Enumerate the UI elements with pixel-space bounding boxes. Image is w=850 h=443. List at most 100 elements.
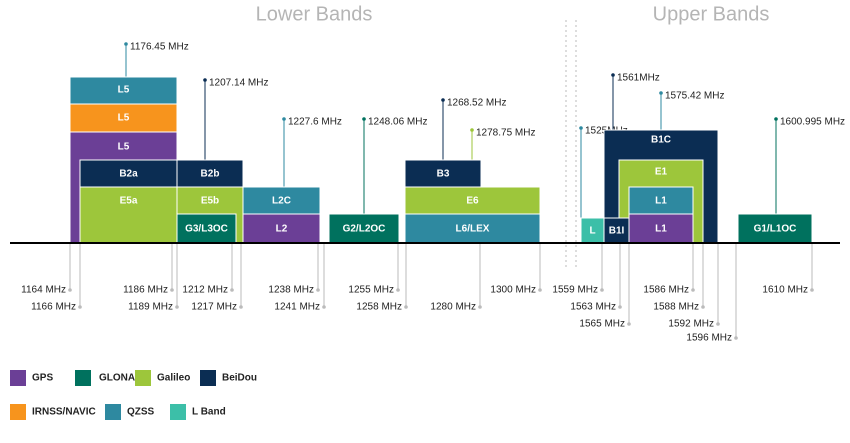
- band-label: L2: [276, 224, 288, 235]
- edge-dot: [239, 305, 243, 309]
- legend-label: GLONASS: [99, 373, 149, 384]
- band-block: [628, 213, 694, 244]
- edge-frequency: 1610 MHz: [762, 285, 808, 296]
- frequency-dot: [470, 128, 474, 132]
- legend-label: QZSS: [127, 407, 155, 418]
- center-frequency: 1176.45 MHz: [130, 42, 189, 53]
- band-block: [404, 159, 482, 188]
- band-label: G2/L2OC: [343, 224, 386, 235]
- band-label: L: [589, 226, 595, 237]
- edge-dot: [316, 288, 320, 292]
- edge-frequency: 1280 MHz: [430, 302, 476, 313]
- edge-frequency: 1559 MHz: [552, 285, 598, 296]
- edge-dot: [716, 322, 720, 326]
- band-label: L5: [118, 113, 130, 124]
- frequency-dot: [611, 73, 615, 77]
- edge-frequency: 1212 MHz: [182, 285, 228, 296]
- frequency-dot: [774, 117, 778, 121]
- band-block: [628, 186, 694, 215]
- frequency-dot: [441, 98, 445, 102]
- edge-dot: [734, 336, 738, 340]
- edge-dot: [68, 288, 72, 292]
- band-block: [242, 213, 321, 244]
- band-label: E1: [655, 167, 668, 178]
- edge-frequency: 1300 MHz: [490, 285, 536, 296]
- legend-label: GPS: [32, 373, 53, 384]
- legend-swatch: [135, 370, 151, 386]
- legend-label: BeiDou: [222, 373, 257, 384]
- edge-dot: [810, 288, 814, 292]
- edge-frequency: 1596 MHz: [686, 333, 732, 344]
- edge-dot: [230, 288, 234, 292]
- frequency-dot: [579, 126, 583, 130]
- edge-frequency: 1166 MHz: [31, 302, 76, 313]
- frequency-dot: [203, 78, 207, 82]
- edge-frequency: 1217 MHz: [191, 302, 237, 313]
- band-label: B3: [437, 169, 450, 180]
- center-frequency: 1561MHz: [617, 73, 660, 84]
- frequency-dot: [362, 117, 366, 121]
- legend-swatch: [10, 370, 26, 386]
- center-frequency: 1268.52 MHz: [447, 98, 506, 109]
- edge-frequency: 1592 MHz: [668, 319, 714, 330]
- edge-frequency: 1255 MHz: [348, 285, 394, 296]
- edge-dot: [322, 305, 326, 309]
- band-block: [176, 159, 244, 188]
- band-label: E6: [466, 196, 479, 207]
- band-block: [176, 213, 237, 244]
- band-block: [328, 213, 400, 244]
- band-label: L1: [655, 196, 667, 207]
- legend-label: L Band: [192, 407, 226, 418]
- edge-dot: [691, 288, 695, 292]
- edge-dot: [538, 288, 542, 292]
- edge-frequency: 1588 MHz: [653, 302, 699, 313]
- band-label: B2b: [201, 169, 220, 180]
- edge-dot: [170, 288, 174, 292]
- edge-dot: [478, 305, 482, 309]
- band-label: L5: [118, 142, 130, 153]
- band-block: [69, 76, 178, 105]
- edge-dot: [701, 305, 705, 309]
- edge-dot: [78, 305, 82, 309]
- frequency-dot: [659, 91, 663, 95]
- edge-frequency: 1189 MHz: [128, 302, 173, 313]
- legend-label: IRNSS/NAVIC: [32, 407, 96, 418]
- legend-swatch: [200, 370, 216, 386]
- band-label: B1I: [609, 226, 625, 237]
- band-block: [737, 213, 813, 244]
- edge-dot: [175, 305, 179, 309]
- band-label: B2a: [119, 169, 138, 180]
- band-block: [79, 186, 178, 244]
- center-frequency: 1575.42 MHz: [665, 91, 724, 102]
- band-label: L5: [118, 85, 130, 96]
- edge-dot: [618, 305, 622, 309]
- edge-dot: [404, 305, 408, 309]
- band-block: [404, 213, 541, 244]
- center-frequency: 1600.995 MHz: [780, 117, 845, 128]
- band-label: G3/L3OC: [185, 224, 228, 235]
- edge-frequency: 1241 MHz: [274, 302, 320, 313]
- center-frequency: 1207.14 MHz: [209, 78, 268, 89]
- band-block: [404, 186, 541, 215]
- edge-frequency: 1186 MHz: [123, 285, 168, 296]
- band-label: L6/LEX: [456, 224, 490, 235]
- band-label: E5b: [201, 196, 219, 207]
- band-label: L1: [655, 224, 667, 235]
- title: Lower Bands: [256, 3, 373, 25]
- legend-swatch: [75, 370, 91, 386]
- edge-frequency: 1565 MHz: [579, 319, 625, 330]
- legend-swatch: [170, 404, 186, 420]
- legend-label: Galileo: [157, 373, 190, 384]
- edge-dot: [396, 288, 400, 292]
- center-frequency: 1278.75 MHz: [476, 128, 535, 139]
- frequency-dot: [282, 117, 286, 121]
- edge-frequency: 1164 MHz: [21, 285, 66, 296]
- edge-frequency: 1238 MHz: [268, 285, 314, 296]
- band-label: L2C: [272, 196, 291, 207]
- frequency-dot: [124, 42, 128, 46]
- title: Upper Bands: [653, 3, 770, 25]
- legend-swatch: [10, 404, 26, 420]
- legend-swatch: [105, 404, 121, 420]
- band-block: [603, 217, 630, 244]
- band-label: G1/L1OC: [754, 224, 797, 235]
